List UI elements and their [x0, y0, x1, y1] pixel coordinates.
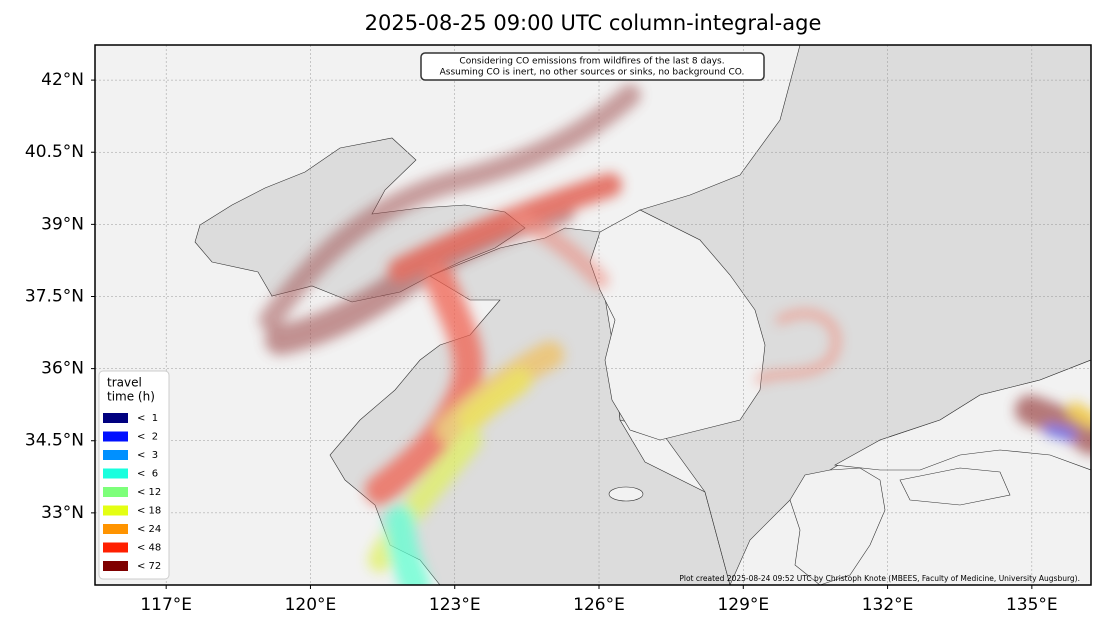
- legend-label: < 24: [137, 524, 161, 535]
- legend-swatch: [103, 450, 128, 460]
- legend-swatch: [103, 468, 128, 479]
- x-tick-label: 135°E: [1006, 595, 1058, 615]
- x-tick-label: 117°E: [140, 595, 192, 615]
- legend-label: < 48: [137, 543, 161, 554]
- japan-shikoku: [899, 467, 1011, 506]
- japan-kyushu: [789, 467, 886, 585]
- legend-swatch: [103, 542, 128, 553]
- legend-title: travel: [107, 376, 142, 390]
- y-tick-label: 33°N: [41, 503, 84, 523]
- legend-label: < 18: [137, 506, 161, 517]
- japan-honshu: [834, 359, 1091, 471]
- jeju: [608, 486, 644, 502]
- legend-swatch: [103, 431, 128, 442]
- y-tick-label: 42°N: [41, 70, 84, 90]
- legend-swatch: [103, 413, 128, 423]
- x-tick-label: 132°E: [862, 595, 914, 615]
- legend-swatch: [103, 561, 128, 571]
- legend-label: < 1: [137, 413, 158, 424]
- x-tick-label: 126°E: [573, 595, 625, 615]
- plume: [259, 84, 1091, 585]
- plot-frame: [94, 44, 1092, 586]
- legend-label: < 3: [137, 450, 158, 461]
- credit: Plot created 2025-08-24 09:52 UTC by Chr…: [679, 574, 1080, 583]
- y-tick-label: 39°N: [41, 214, 84, 234]
- y-tick-label: 37.5°N: [25, 286, 84, 306]
- y-tick-label: 34.5°N: [25, 431, 84, 451]
- x-tick-label: 120°E: [285, 595, 337, 615]
- map-area: [95, 45, 1091, 585]
- map-title: 2025-08-25 09:00 UTC column-integral-age: [365, 11, 822, 35]
- legend-label: < 72: [137, 561, 161, 572]
- legend-label: < 6: [137, 469, 158, 480]
- legend-label: < 2: [137, 432, 158, 443]
- legend-label: < 12: [137, 487, 161, 498]
- x-tick-label: 129°E: [717, 595, 769, 615]
- legend-swatch: [103, 505, 128, 516]
- x-tick-label: 123°E: [429, 595, 481, 615]
- annotation-line: Considering CO emissions from wildfires …: [459, 57, 724, 67]
- annotation-box: [420, 52, 765, 81]
- y-tick-label: 36°N: [41, 359, 84, 379]
- legend-swatch: [103, 524, 128, 534]
- y-tick-label: 40.5°N: [25, 142, 84, 162]
- annotation-line: Assuming CO is inert, no other sources o…: [440, 68, 745, 78]
- legend-title: time (h): [107, 390, 155, 404]
- korea: [589, 209, 766, 441]
- legend-swatch: [103, 487, 128, 497]
